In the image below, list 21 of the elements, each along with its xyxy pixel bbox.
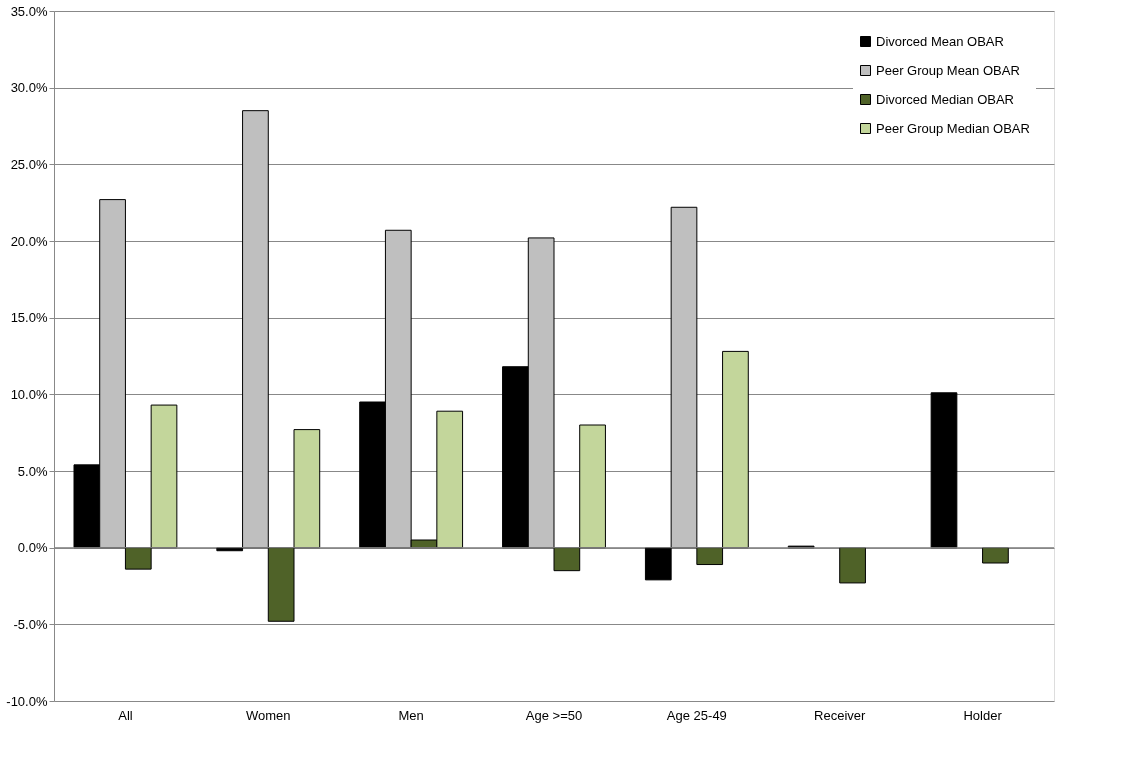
y-tick-label: -10.0% [6, 693, 48, 709]
y-tick-label: 30.0% [10, 80, 48, 96]
y-tick-label: 20.0% [10, 233, 48, 249]
x-tick-label: Age >=50 [525, 707, 583, 723]
x-tick-label: Receiver [814, 707, 867, 723]
y-tick-label: 0.0% [17, 540, 48, 556]
legend-label: Divorced Mean OBAR [876, 33, 1004, 49]
y-tick-label: 15.0% [10, 310, 48, 326]
y-tick-label: 5.0% [17, 463, 48, 479]
y-tick-label: -5.0% [13, 616, 48, 632]
x-tick-label: Age 25-49 [666, 707, 727, 723]
x-tick-label: Women [246, 707, 291, 723]
x-tick-label: Holder [963, 707, 1003, 723]
legend-label: Peer Group Median OBAR [876, 120, 1030, 136]
x-tick-label: All [118, 707, 133, 723]
legend-label: Peer Group Mean OBAR [876, 62, 1020, 78]
x-tick-label: Men [398, 707, 424, 723]
y-tick-label: 10.0% [10, 386, 48, 402]
y-tick-label: 35.0% [10, 3, 48, 19]
legend-label: Divorced Median OBAR [876, 91, 1014, 107]
y-tick-label: 25.0% [10, 156, 48, 172]
